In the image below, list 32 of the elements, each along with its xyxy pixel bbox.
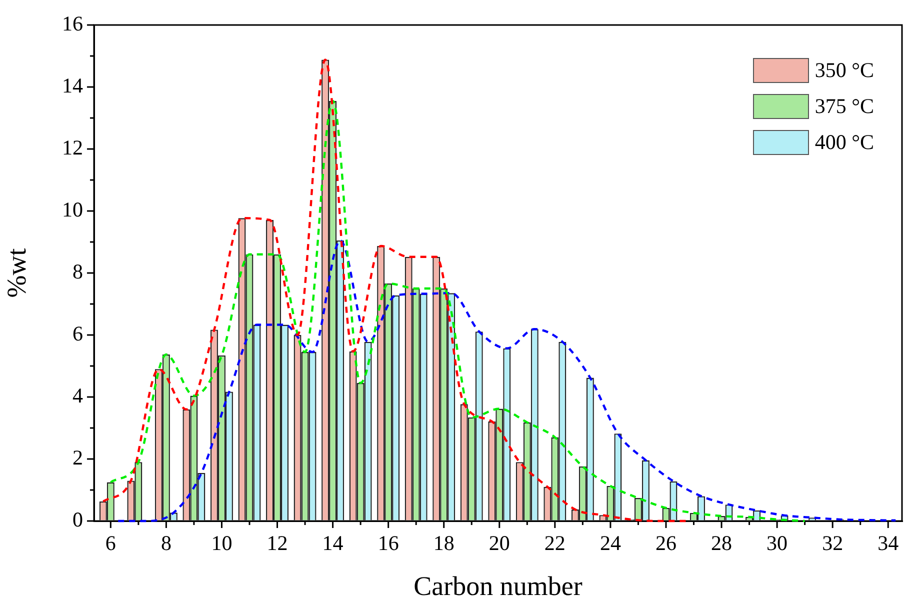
legend-label: 375 °C [814, 94, 874, 118]
x-tick-label: 30 [766, 531, 788, 556]
y-tick-label: 4 [72, 384, 84, 408]
line-series [102, 58, 688, 522]
y-tick-label: 8 [72, 260, 83, 284]
y-tick-label: 6 [72, 322, 83, 346]
y-axis-title: %wt [1, 248, 32, 298]
legend-label: 350 °C [814, 58, 874, 82]
y-tick-label: 10 [62, 198, 83, 222]
x-tick-label: 16 [378, 531, 399, 556]
legend-label: 400 °C [814, 130, 874, 154]
x-tick-label: 26 [655, 531, 676, 556]
y-tick-label: 14 [62, 74, 84, 98]
y-tick-label: 16 [62, 12, 83, 36]
x-tick-label: 10 [211, 531, 232, 556]
x-tick-label: 8 [160, 531, 172, 556]
x-tick-label: 22 [544, 531, 566, 556]
line-series [110, 100, 806, 522]
x-tick-label: 18 [433, 531, 454, 556]
y-tick-label: 12 [62, 136, 83, 160]
x-tick-label: 14 [322, 531, 344, 556]
y-tick-label: 0 [72, 508, 83, 532]
x-tick-label: 12 [266, 531, 288, 556]
x-tick-label: 6 [105, 531, 116, 556]
x-tick-label: 20 [488, 531, 510, 556]
x-tick-label: 32 [822, 531, 844, 556]
x-axis-title: Carbon number [414, 570, 582, 601]
x-tick-label: 24 [600, 531, 622, 556]
line-series [117, 239, 897, 522]
y-tick-label: 2 [72, 446, 83, 470]
x-tick-label: 34 [878, 531, 900, 556]
x-tick-label: 28 [711, 531, 732, 556]
